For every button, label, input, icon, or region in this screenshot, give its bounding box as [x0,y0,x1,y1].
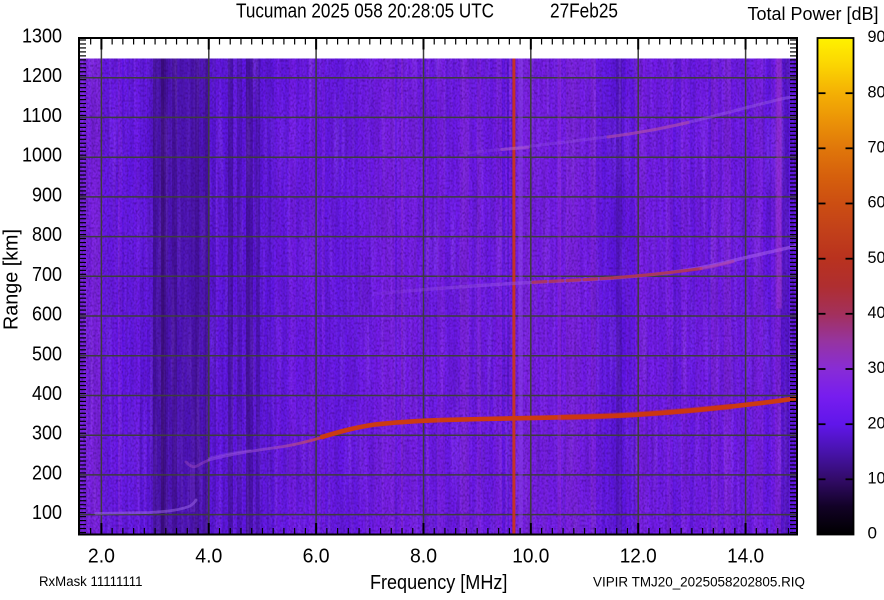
svg-text:27Feb25: 27Feb25 [550,1,618,23]
svg-text:4.0: 4.0 [195,546,222,568]
svg-text:1100: 1100 [22,105,62,127]
svg-text:60: 60 [868,193,884,212]
svg-text:40: 40 [868,303,884,322]
svg-text:600: 600 [32,304,62,326]
svg-text:RxMask 11111111: RxMask 11111111 [39,573,143,589]
svg-text:Frequency [MHz]: Frequency [MHz] [370,572,508,594]
svg-text:Tucuman 2025 058 20:28:05 UTC: Tucuman 2025 058 20:28:05 UTC [236,1,494,23]
svg-text:20: 20 [868,413,884,432]
svg-text:200: 200 [32,462,62,484]
svg-text:300: 300 [32,423,62,445]
svg-text:30: 30 [868,358,884,377]
svg-text:6.0: 6.0 [303,546,330,568]
svg-text:900: 900 [32,184,62,206]
svg-text:8.0: 8.0 [410,546,437,568]
svg-text:10.0: 10.0 [512,546,549,568]
svg-text:1000: 1000 [22,145,62,167]
svg-text:80: 80 [868,82,884,101]
svg-text:10: 10 [868,468,884,487]
svg-text:50: 50 [868,248,884,267]
svg-text:12.0: 12.0 [620,546,657,568]
svg-text:700: 700 [32,264,62,286]
svg-text:1200: 1200 [22,65,62,87]
svg-text:Total Power [dB]: Total Power [dB] [748,4,879,24]
svg-text:Range [km]: Range [km] [1,229,23,330]
svg-text:100: 100 [32,502,62,524]
svg-text:800: 800 [32,224,62,246]
svg-text:70: 70 [868,137,884,156]
svg-text:0: 0 [868,524,878,543]
svg-text:2.0: 2.0 [88,546,115,568]
svg-text:90: 90 [868,27,884,46]
svg-text:VIPIR TMJ20_2025058202805.RIQ: VIPIR TMJ20_2025058202805.RIQ [593,574,805,590]
svg-text:1300: 1300 [22,26,62,48]
svg-text:500: 500 [32,343,62,365]
svg-text:14.0: 14.0 [727,546,764,568]
svg-text:400: 400 [32,383,62,405]
